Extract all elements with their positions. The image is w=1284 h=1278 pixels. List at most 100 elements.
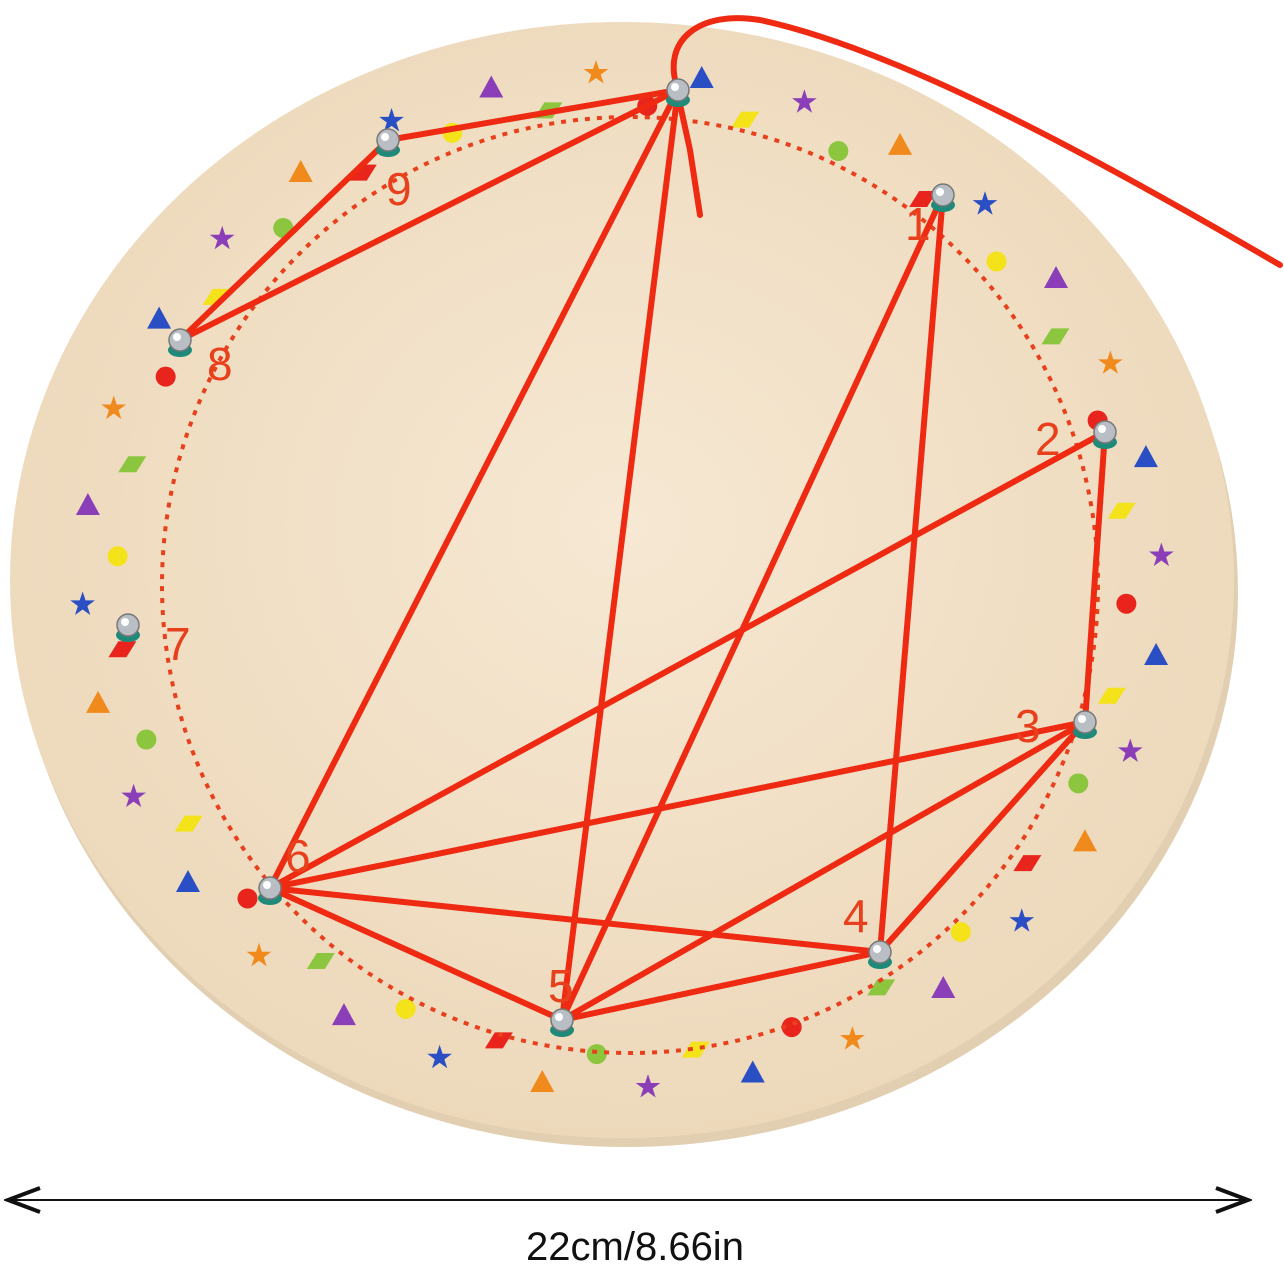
string-segment [267, 719, 1088, 891]
decorative-shape [70, 591, 95, 615]
pin-label-9: 9 [386, 163, 412, 215]
decorative-shape [1144, 642, 1169, 665]
decorative-shape [950, 922, 971, 943]
string-segment [385, 87, 681, 143]
decorative-shape [348, 164, 377, 181]
decorative-shape [1044, 265, 1069, 288]
decorative-shape [288, 160, 313, 183]
decorative-shape [972, 191, 998, 215]
decorative-shape [530, 1070, 555, 1093]
decorative-shape [331, 1003, 356, 1026]
pin-label-4: 4 [843, 890, 869, 942]
pin-6 [258, 876, 282, 905]
string-segment [559, 949, 883, 1023]
string-segment [267, 885, 883, 955]
decorative-shape [840, 1026, 865, 1050]
string-segment [559, 87, 681, 1023]
decorative-shape [479, 75, 504, 98]
pin-3 [1073, 710, 1097, 739]
decorative-shape [1097, 687, 1126, 704]
decorative-shape [147, 306, 172, 329]
decorative-shape [306, 953, 335, 970]
decorative-shape [986, 251, 1007, 272]
decorative-shape [136, 729, 157, 750]
string-loose-end [670, 15, 1283, 268]
pin-label-6: 6 [285, 830, 311, 882]
string-segment [877, 192, 946, 955]
decorative-shape [909, 190, 938, 207]
dimension-label: 22cm/8.66in [526, 1225, 744, 1269]
string-segment [267, 429, 1108, 891]
decorative-shape [635, 1074, 661, 1098]
decorative-shape [1013, 855, 1042, 872]
decorative-shape [379, 107, 404, 132]
pin-5 [550, 1008, 574, 1037]
decorative-shape [75, 493, 100, 516]
decorative-shape [174, 815, 203, 832]
decorative-shape [586, 1044, 607, 1065]
decorative-shape [246, 942, 272, 967]
pin-4 [868, 940, 892, 969]
decorative-shape [1009, 908, 1035, 932]
pin-8 [168, 328, 192, 357]
pin-1 [931, 183, 955, 212]
pin-label-2: 2 [1035, 413, 1061, 465]
decorative-shape [101, 395, 127, 420]
decorative-shape [888, 132, 913, 155]
decorative-shape [1116, 593, 1137, 614]
decorative-shape [1098, 350, 1123, 374]
decorative-shape [1149, 542, 1174, 567]
pin-9 [376, 128, 400, 157]
decorative-shape [237, 888, 258, 909]
decorative-shape [867, 979, 896, 996]
decorative-shape [931, 975, 956, 998]
string-segment [177, 137, 391, 343]
string-segment [1082, 429, 1108, 725]
string-segment [559, 192, 946, 1023]
decorative-shape [1041, 328, 1070, 345]
decorative-shape [175, 870, 200, 893]
pin-label-7: 7 [165, 618, 191, 670]
decorative-shape [121, 783, 146, 808]
string-knot [675, 92, 703, 218]
decorative-shape [731, 111, 760, 128]
pin-label-5: 5 [548, 960, 574, 1012]
pins [116, 78, 1117, 1037]
pin-label-8: 8 [207, 338, 233, 390]
dotted-guide-circle [160, 115, 1100, 1055]
pin-top [666, 78, 690, 107]
string-segment [877, 719, 1088, 955]
pin-2 [1093, 420, 1117, 449]
decorative-shape [155, 366, 176, 387]
decorative-shape [1107, 502, 1136, 519]
decorative-shape [202, 288, 231, 305]
string-segment [559, 719, 1088, 1023]
decorative-shape [427, 1044, 452, 1069]
decorative-shape [689, 65, 714, 88]
decorative-shape [1117, 738, 1143, 762]
pin-number-labels: 1 2 3 4 5 6 7 8 9 [165, 163, 1061, 1012]
pin-7 [116, 613, 140, 642]
decorative-shape [1068, 773, 1089, 794]
decorative-shape [828, 141, 849, 162]
string-segment [267, 87, 681, 891]
decorative-shape [1072, 829, 1097, 852]
string-segment [177, 87, 681, 343]
decorative-shape [1133, 445, 1158, 468]
decorative-shape [108, 641, 137, 658]
decorative-shape [740, 1060, 765, 1083]
decorative-shape [107, 546, 128, 567]
decorative-shape [395, 998, 416, 1019]
wooden-board [10, 22, 1234, 1138]
decorative-shape [792, 89, 817, 113]
decorative-shape [583, 59, 609, 84]
decorative-shape [209, 225, 235, 250]
red-string [177, 15, 1283, 1023]
pin-label-3: 3 [1015, 700, 1041, 752]
decorative-shapes [70, 59, 1174, 1098]
decorative-shape [118, 456, 147, 473]
decorative-shape [86, 690, 111, 713]
pin-label-1: 1 [905, 198, 931, 250]
string-segment [267, 885, 565, 1023]
